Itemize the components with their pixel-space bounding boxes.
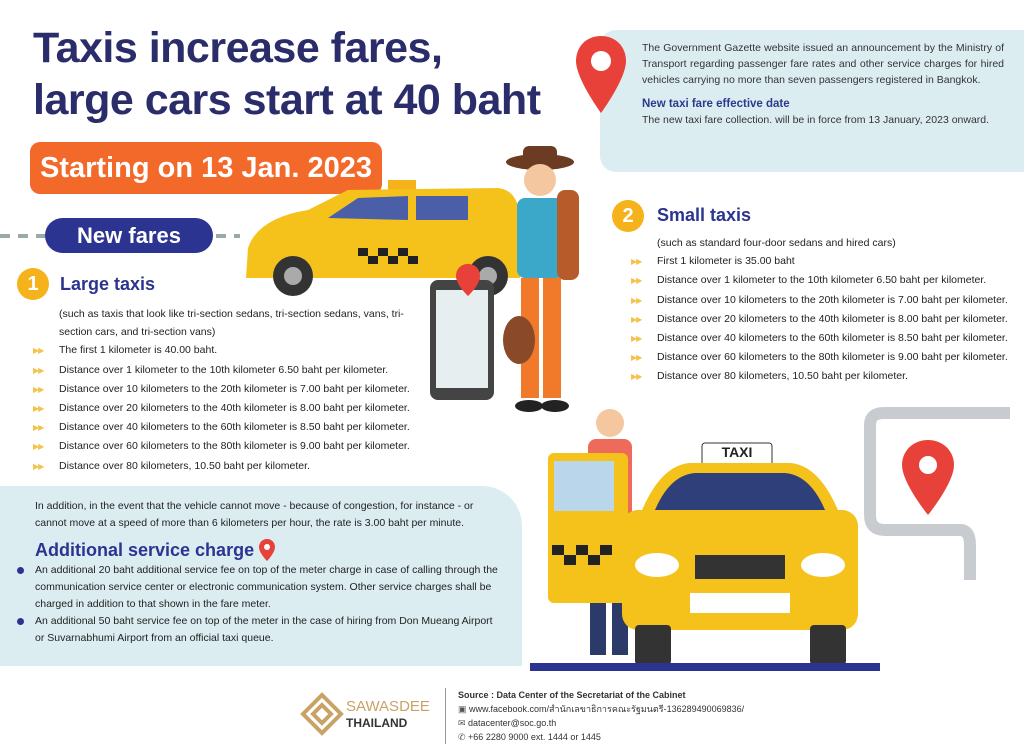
facebook-icon: ▣ — [458, 704, 470, 714]
large-taxis-note: (such as taxis that look like tri-sectio… — [59, 308, 404, 339]
arrow-icon: ▶▶ — [631, 334, 642, 344]
source-text: Source : Data Center of the Secretariat … — [458, 690, 686, 700]
arrow-icon: ▶▶ — [33, 442, 44, 452]
list-item: An additional 50 baht service fee on top… — [17, 613, 502, 647]
list-item: ▶▶ Distance over 80 kilometers, 10.50 bah… — [33, 457, 433, 476]
arrow-icon: ▶▶ — [631, 314, 642, 324]
arrow-icon: ▶▶ — [33, 404, 44, 414]
page-title: Taxis increase fares, large cars start at… — [33, 24, 541, 124]
road-illustration — [864, 407, 1010, 580]
facebook-link[interactable]: ▣ www.facebook.com/สำนักเลขาธิการคณะรัฐม… — [458, 704, 745, 714]
announcement-text: The Government Gazette website issued an… — [642, 42, 1004, 86]
bullet-icon — [17, 618, 24, 625]
arrow-icon: ▶▶ — [33, 365, 44, 375]
arrow-icon: ▶▶ — [33, 423, 44, 433]
email-link[interactable]: ✉ datacenter@soc.go.th — [458, 718, 557, 728]
arrow-icon: ▶▶ — [631, 276, 642, 286]
location-pin-icon — [259, 539, 276, 561]
section-number-2: 2 — [612, 200, 644, 232]
list-item: ▶▶ Distance over 20 kilometers to the 40t… — [631, 310, 1024, 329]
list-item: ▶▶ Distance over 60 kilometers to the 80t… — [631, 348, 1024, 367]
phone-map-illustration — [430, 264, 494, 400]
additional-charge-heading: Additional service charge — [35, 538, 502, 562]
phone-icon: ✆ — [458, 732, 469, 742]
additional-info-panel: In addition, in the event that the vehic… — [0, 486, 522, 666]
arrow-icon: ▶▶ — [631, 372, 642, 382]
arrow-icon: ▶▶ — [631, 295, 642, 305]
small-taxis-list: (such as standard four-door sedans and h… — [631, 234, 1024, 387]
email-icon: ✉ — [458, 718, 469, 728]
large-taxis-title: Large taxis — [60, 274, 156, 294]
list-item: ▶▶ The first 1 kilometer is 40.00 baht. — [33, 341, 433, 360]
effective-date-text: The new taxi fare collection. will be in… — [642, 114, 990, 126]
arrow-icon: ▶▶ — [33, 346, 44, 356]
location-pin-icon — [576, 36, 626, 113]
taxi-sign: TAXI — [721, 444, 753, 460]
source-info: Source : Data Center of the Secretariat … — [445, 688, 744, 744]
arrow-icon: ▶▶ — [33, 384, 44, 394]
large-taxi-illustration — [246, 180, 520, 296]
start-date-badge: Starting on 13 Jan. 2023 — [30, 142, 382, 194]
list-item: ▶▶ First 1 kilometer is 35.00 baht — [631, 252, 1024, 271]
effective-date-heading: New taxi fare effective date — [642, 98, 790, 110]
list-item: ▶▶ Distance over 1 kilometer to the 10th … — [631, 271, 1024, 290]
list-item: ▶▶ Distance over 10 kilometers to the 20t… — [33, 380, 433, 399]
list-item: ▶▶ Distance over 80 kilometers, 10.50 bah… — [631, 367, 1024, 386]
bullet-icon — [17, 567, 24, 574]
sawasdee-logo-icon — [300, 692, 344, 736]
small-taxis-title: Small taxis — [657, 205, 752, 225]
traveler-illustration — [503, 146, 579, 412]
new-fares-label: New fares — [45, 218, 213, 253]
taxi-front-illustration — [530, 409, 880, 671]
large-taxis-list: (such as taxis that look like tri-sectio… — [33, 305, 433, 476]
list-item: ▶▶ Distance over 40 kilometers to the 60t… — [33, 418, 433, 437]
arrow-icon: ▶▶ — [631, 257, 642, 267]
list-item: ▶▶ Distance over 40 kilometers to the 60t… — [631, 329, 1024, 348]
list-item: ▶▶ Distance over 1 kilometer to the 10th … — [33, 361, 433, 380]
sawasdee-logo-text: SAWASDEE THAILAND — [346, 698, 430, 731]
list-item: ▶▶ Distance over 20 kilometers to the 40t… — [33, 399, 433, 418]
phone-number: ✆ +66 2280 9000 ext. 1444 or 1445 — [458, 732, 601, 742]
section-number-1: 1 — [17, 268, 49, 300]
announcement-box: The Government Gazette website issued an… — [600, 30, 1024, 172]
arrow-icon: ▶▶ — [33, 461, 44, 471]
list-item: ▶▶ Distance over 10 kilometers to the 20t… — [631, 291, 1024, 310]
congestion-text: In addition, in the event that the vehic… — [35, 500, 474, 529]
small-taxis-note: (such as standard four-door sedans and h… — [657, 237, 896, 249]
list-item: ▶▶ Distance over 60 kilometers to the 80t… — [33, 437, 433, 456]
arrow-icon: ▶▶ — [631, 353, 642, 363]
list-item: An additional 20 baht additional service… — [17, 562, 502, 613]
